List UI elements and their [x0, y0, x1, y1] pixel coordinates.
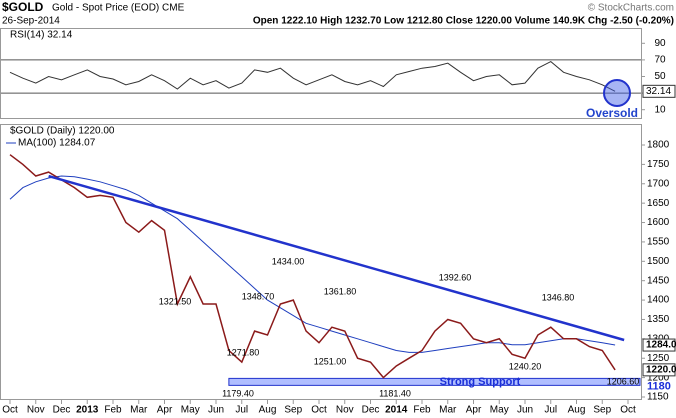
support-axis-label: 1180	[647, 380, 671, 392]
price-line	[9, 154, 616, 379]
rsi-tick-label: 10	[654, 104, 666, 115]
x-tick-label: Apr	[157, 405, 173, 416]
x-tick-label: Feb	[413, 405, 431, 416]
x-tick-label: Jul	[235, 405, 248, 416]
support-band	[228, 377, 641, 386]
x-tick-label: Jun	[208, 405, 224, 416]
oversold-label: Oversold	[586, 106, 638, 120]
y-tick-label: 1450	[647, 275, 670, 286]
price-frame	[0, 124, 642, 400]
rsi-tick-label: 90	[654, 38, 666, 49]
date: 26-Sep-2014	[2, 16, 60, 27]
price-box-label: 1220.0	[646, 365, 676, 376]
y-tick-label: 1500	[647, 256, 670, 267]
point-label: 1361.80	[324, 286, 357, 296]
x-tick-label: Aug	[259, 405, 277, 416]
point-label: 1179.40	[222, 388, 254, 398]
y-tick-label: 1700	[647, 178, 670, 189]
x-tick-label: Sep	[593, 405, 611, 416]
x-tick-label: Jun	[517, 405, 533, 416]
x-tick-label: Nov	[27, 405, 45, 416]
rsi-current-label: 32.14	[646, 86, 671, 97]
point-label: 1392.60	[439, 272, 472, 282]
x-tick-label: Apr	[466, 405, 482, 416]
ma-legend: MA(100) 1284.07	[18, 138, 96, 149]
point-label: 1206.60	[607, 376, 640, 386]
price-box	[642, 363, 676, 377]
price-title: $GOLD (Daily) 1220.00	[10, 126, 115, 137]
y-tick-label: 1200	[647, 372, 670, 383]
rsi-title: RSI(14) 32.14	[10, 30, 73, 41]
rsi-tick-label: 50	[654, 71, 666, 82]
x-tick-label: Oct	[2, 405, 18, 416]
rsi-current-box	[642, 84, 676, 98]
y-tick-label: 1800	[647, 140, 670, 151]
quote: Open 1222.10 High 1232.70 Low 1212.80 Cl…	[253, 16, 674, 27]
rsi-tick-label: 70	[654, 55, 666, 66]
ma-line	[9, 175, 616, 353]
point-label: 1321.50	[159, 296, 192, 306]
x-tick-label: Nov	[336, 405, 354, 416]
price-box	[642, 338, 676, 352]
x-tick-label: Oct	[311, 405, 327, 416]
point-label: 1346.80	[542, 292, 575, 302]
credit: © StockCharts.com	[588, 3, 674, 14]
price-box-label: 1284.0	[646, 340, 676, 351]
name: Gold - Spot Price (EOD) CME	[52, 3, 185, 14]
x-tick-label: Oct	[620, 405, 636, 416]
y-tick-label: 1350	[647, 314, 670, 325]
y-tick-label: 1750	[647, 159, 670, 170]
point-label: 1271.80	[227, 347, 260, 357]
oversold-circle	[603, 79, 631, 107]
point-label: 1434.00	[272, 256, 305, 266]
x-tick-label: Mar	[439, 405, 457, 416]
x-tick-label: Dec	[362, 405, 380, 416]
y-tick-label: 1550	[647, 237, 670, 248]
x-tick-label: Aug	[568, 405, 586, 416]
x-tick-label: Dec	[53, 405, 71, 416]
x-tick-label: Mar	[130, 405, 148, 416]
trendline	[48, 174, 625, 342]
point-label: 1348.70	[242, 291, 275, 301]
rsi-line	[9, 61, 616, 92]
y-tick-label: 1400	[647, 295, 670, 306]
y-tick-label: 1600	[647, 217, 670, 228]
rsi-frame	[0, 28, 642, 119]
x-tick-label: 2014	[385, 405, 408, 416]
x-tick-label: May	[490, 405, 509, 416]
x-tick-label: Feb	[104, 405, 122, 416]
x-tick-label: 2013	[76, 405, 99, 416]
x-tick-label: May	[181, 405, 200, 416]
y-tick-label: 1250	[647, 353, 670, 364]
y-tick-label: 1650	[647, 198, 670, 209]
point-label: 1240.20	[509, 361, 542, 371]
y-tick-label: 1150	[647, 392, 669, 403]
point-label: 1181.40	[379, 388, 411, 398]
point-label: 1251.00	[314, 356, 347, 366]
x-tick-label: Jul	[544, 405, 557, 416]
support-label: Strong Support	[440, 376, 521, 388]
x-tick-label: Sep	[284, 405, 302, 416]
symbol: $GOLD	[2, 0, 44, 14]
